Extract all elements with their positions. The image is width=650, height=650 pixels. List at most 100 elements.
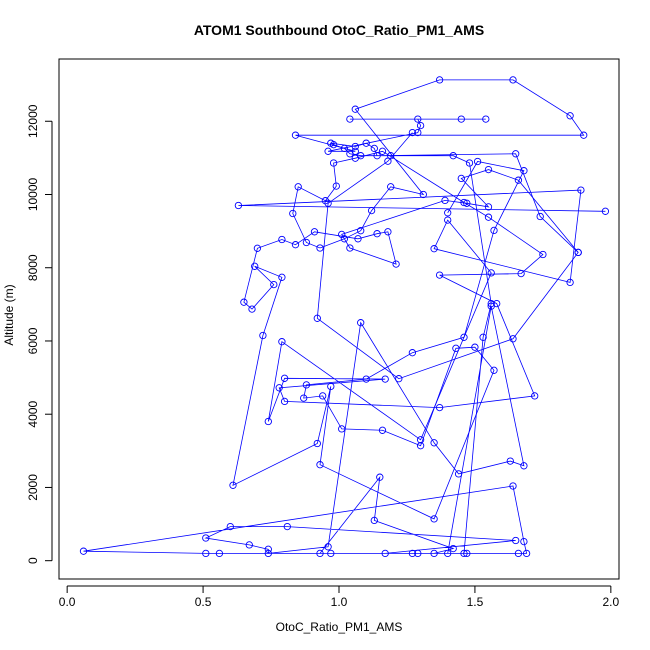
data-point [435, 271, 444, 279]
data-point [321, 197, 330, 205]
x-tick-label: 2.0 [603, 595, 620, 609]
data-point [454, 470, 463, 478]
data-point [270, 280, 278, 289]
data-point [506, 457, 514, 465]
data-point [514, 176, 523, 184]
data-point [430, 245, 438, 253]
data-point [441, 196, 449, 205]
data-point [370, 144, 378, 153]
data-point [240, 298, 248, 306]
data-point [338, 230, 346, 239]
data-point [327, 382, 335, 391]
data-point [362, 375, 370, 383]
data-point [449, 544, 457, 553]
y-tick-label: 8000 [26, 254, 40, 281]
data-point [202, 534, 210, 542]
data-point [430, 515, 438, 523]
data-point [340, 144, 349, 153]
data-point [452, 344, 460, 352]
data-point [460, 333, 468, 341]
data-point [289, 209, 297, 218]
data-point [414, 115, 422, 123]
data-point [419, 190, 427, 199]
data-point [378, 426, 387, 434]
series-layer [79, 76, 610, 558]
data-point [435, 76, 444, 84]
data-point [245, 541, 253, 549]
data-point [482, 115, 490, 123]
data-point [509, 335, 517, 343]
data-point [463, 549, 471, 558]
data-point [316, 461, 324, 469]
data-point [278, 235, 286, 244]
data-point [354, 235, 362, 243]
x-tick-label: 0.5 [195, 595, 212, 609]
data-point [327, 139, 335, 147]
y-tick-label: 12000 [26, 104, 40, 138]
data-point [373, 230, 381, 238]
data-point [278, 273, 286, 281]
data-point [449, 152, 457, 160]
data-point [313, 439, 321, 448]
data-point [520, 537, 528, 546]
data-point [473, 157, 482, 166]
data-point [278, 338, 286, 346]
data-point [539, 250, 547, 259]
data-point [302, 238, 311, 247]
data-point [316, 549, 324, 558]
data-point [253, 244, 262, 252]
data-point [522, 549, 531, 558]
x-tick-label: 1.5 [467, 595, 484, 609]
x-tick-label: 1.0 [331, 595, 348, 609]
data-point [536, 212, 544, 221]
data-point [416, 121, 425, 130]
data-point [226, 522, 234, 531]
data-point [310, 228, 319, 236]
data-point [392, 260, 400, 268]
data-point [378, 147, 387, 155]
data-point [370, 516, 378, 525]
data-point [357, 319, 365, 327]
data-point [514, 549, 523, 558]
data-point [493, 299, 501, 308]
data-point [416, 442, 425, 450]
x-axis-label: OtoC_Ratio_PM1_AMS [276, 620, 403, 634]
data-point [294, 183, 302, 191]
data-point [362, 139, 370, 147]
data-point [373, 152, 381, 160]
data-point [319, 392, 327, 400]
data-point [490, 366, 498, 374]
data-point [484, 203, 493, 211]
data-point [601, 207, 610, 215]
data-point [259, 331, 267, 340]
series-line [238, 79, 606, 441]
data-point [215, 549, 224, 558]
data-point [381, 549, 389, 558]
data-point [313, 314, 321, 322]
data-point [460, 198, 468, 207]
data-point [414, 549, 422, 558]
data-point [264, 545, 272, 553]
data-point [338, 425, 346, 433]
data-point [460, 549, 468, 558]
data-point [463, 199, 471, 207]
data-point [435, 403, 444, 412]
data-point [387, 183, 395, 191]
y-tick-label: 10000 [26, 177, 40, 211]
data-point [384, 157, 392, 165]
data-point [229, 481, 237, 489]
data-point [234, 201, 243, 210]
data-point [202, 549, 210, 558]
data-point [444, 216, 452, 224]
data-point [291, 131, 300, 139]
data-point [264, 417, 272, 426]
data-point [300, 394, 308, 402]
data-point [79, 547, 88, 555]
data-point [346, 115, 354, 123]
data-point [517, 269, 525, 278]
data-point [324, 543, 332, 551]
chart-title: ATOM1 Southbound OtoC_Ratio_PM1_AMS [194, 22, 484, 38]
data-point [264, 549, 272, 558]
